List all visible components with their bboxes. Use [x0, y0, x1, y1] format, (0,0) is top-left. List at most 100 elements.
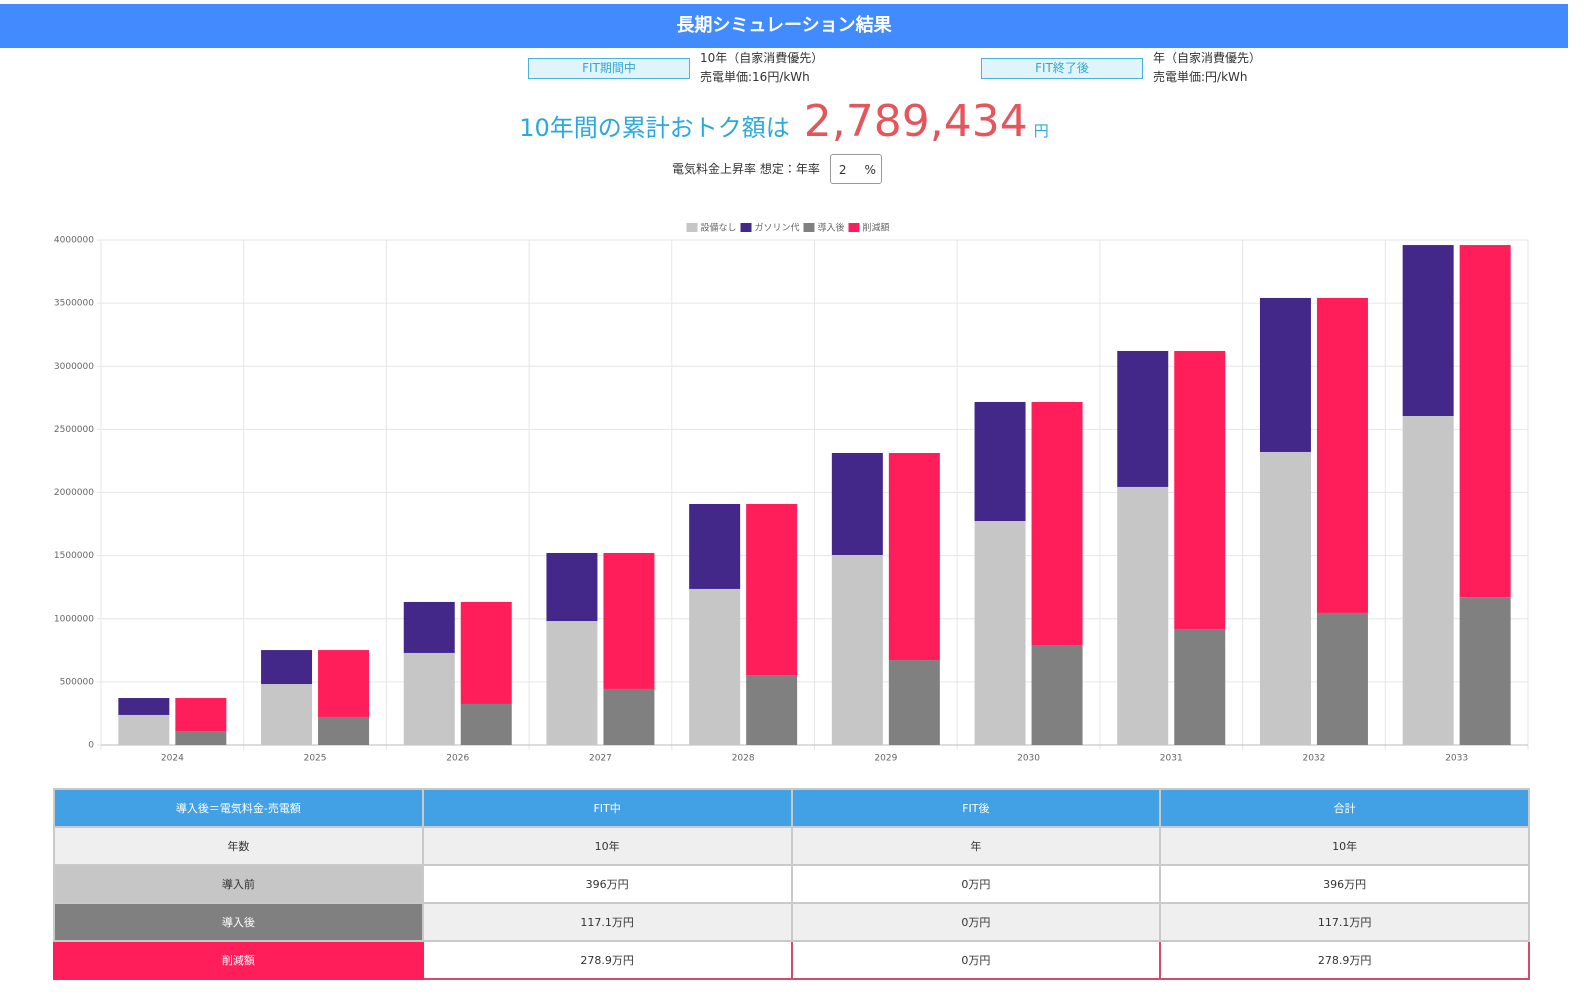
- chart: 0 500000 1000000 1500000 2000000 2500000 30000…: [54, 222, 1529, 764]
- bar: [1174, 628, 1226, 745]
- bar: [974, 401, 1026, 522]
- rate-label: 電気料金上昇率 想定：年率: [672, 162, 820, 176]
- rate-row: 電気料金上昇率 想定：年率 2%: [672, 154, 882, 185]
- x-tick-label: 2030: [1017, 754, 1040, 764]
- header-cell: FIT後: [790, 788, 1162, 828]
- legend-label: 削減額: [863, 222, 890, 234]
- y-tick-label: 1500000: [54, 551, 94, 561]
- rate-input[interactable]: 2%: [829, 154, 882, 184]
- header-cell: FIT中: [421, 788, 793, 828]
- bar: [118, 714, 170, 745]
- summary-amount: 2,789,434: [803, 96, 1028, 147]
- table-cell: 0万円: [790, 902, 1162, 942]
- legend-swatch: [740, 223, 752, 232]
- bar: [888, 660, 940, 745]
- row-label: 導入後: [53, 902, 424, 942]
- bar: [1117, 486, 1169, 745]
- table-row: 導入後 117.1万円 0万円 117.1万円: [53, 902, 1530, 942]
- bar: [1459, 597, 1511, 745]
- rate-unit: %: [864, 163, 876, 177]
- bar: [1316, 297, 1368, 613]
- table-header-row: 導入後＝電気料金-売電額 FIT中 FIT後 合計: [53, 788, 1530, 828]
- bar: [460, 601, 512, 704]
- bar: [1259, 451, 1311, 745]
- fit-info: 年（自家消費優先） 売電単価:円/kWh: [1153, 49, 1261, 87]
- bar: [603, 552, 655, 689]
- summary-unit: 円: [1033, 122, 1049, 140]
- fit-info: 10年（自家消費優先） 売電単価:16円/kWh: [700, 49, 823, 87]
- table-cell: 10年: [1159, 826, 1530, 866]
- table-cell: 年: [790, 826, 1162, 866]
- header-title: 長期シミュレーション結果: [0, 4, 1568, 48]
- table-cell: 0万円: [790, 864, 1162, 904]
- bar: [603, 688, 655, 745]
- y-tick-label: 1000000: [54, 614, 94, 624]
- bar: [746, 675, 798, 745]
- table-cell: 117.1万円: [421, 902, 793, 942]
- bar: [888, 452, 940, 661]
- bar: [689, 503, 741, 589]
- bar: [318, 716, 370, 745]
- bar: [746, 503, 798, 676]
- x-tick-label: 2025: [304, 754, 327, 764]
- fit-button[interactable]: FIT期間中: [528, 58, 690, 79]
- legend-label: 設備なし: [701, 222, 737, 234]
- summary-text: 10年間の累計おトク額は: [519, 114, 790, 142]
- table-cell: 278.9万円: [421, 940, 793, 980]
- bar: [1316, 612, 1368, 745]
- y-tick-label: 3000000: [54, 362, 94, 372]
- row-label: 年数: [53, 826, 424, 866]
- x-tick-label: 2033: [1445, 754, 1468, 764]
- legend-swatch: [803, 223, 815, 232]
- row-label: 削減額: [53, 940, 424, 980]
- bar: [1459, 245, 1511, 598]
- fit-line: 売電単価:16円/kWh: [700, 70, 810, 84]
- bar: [1117, 350, 1169, 487]
- bar: [1031, 401, 1083, 646]
- x-tick-label: 2031: [1160, 754, 1183, 764]
- legend-swatch: [848, 223, 860, 232]
- bar: [403, 601, 455, 653]
- table-cell: 10年: [421, 826, 793, 866]
- y-tick-label: 2000000: [54, 488, 94, 498]
- x-tick-label: 2027: [589, 754, 612, 764]
- bar: [1259, 297, 1311, 452]
- table-cell: 117.1万円: [1159, 902, 1530, 942]
- summary-table: 導入後＝電気料金-売電額 FIT中 FIT後 合計 年数 10年年 10年 導入前 396万円 0…: [53, 788, 1530, 980]
- y-tick-label: 3500000: [54, 299, 94, 309]
- bar: [831, 554, 883, 745]
- x-tick-label: 2026: [446, 754, 469, 764]
- y-tick-label: 2500000: [54, 425, 94, 435]
- x-tick-label: 2024: [161, 754, 184, 764]
- table-cell: 278.9万円: [1159, 940, 1530, 980]
- table-row: 年数 10年年 10年: [53, 826, 1530, 866]
- header-cell: 合計: [1159, 788, 1530, 828]
- table-cell: 396万円: [421, 864, 793, 904]
- bar: [1174, 350, 1226, 629]
- bar: [1031, 645, 1083, 745]
- bar: [831, 452, 883, 555]
- legend-label: 導入後: [818, 222, 845, 234]
- fit-line: 10年（自家消費優先）: [700, 51, 824, 65]
- summary: 10年間の累計おトク額は 2,789,434 円: [0, 96, 1568, 147]
- x-tick-label: 2029: [874, 754, 897, 764]
- bar: [689, 588, 741, 745]
- header-cell: 導入後＝電気料金-売電額: [53, 788, 424, 828]
- bar: [974, 521, 1026, 745]
- bar: [1402, 415, 1454, 745]
- x-tick-label: 2028: [732, 754, 755, 764]
- fit-button[interactable]: FIT終了後: [981, 58, 1143, 79]
- table-cell: 396万円: [1159, 864, 1530, 904]
- bar: [460, 703, 512, 745]
- row-label: 導入前: [53, 864, 424, 904]
- y-tick-label: 500000: [60, 677, 95, 687]
- bar: [261, 650, 313, 685]
- fit-line: 年（自家消費優先）: [1153, 51, 1262, 65]
- bar: [318, 650, 370, 717]
- rate-value: 2: [838, 163, 847, 177]
- bar: [175, 730, 227, 745]
- bar: [1402, 245, 1454, 416]
- legend-label: ガソリン代: [755, 223, 800, 234]
